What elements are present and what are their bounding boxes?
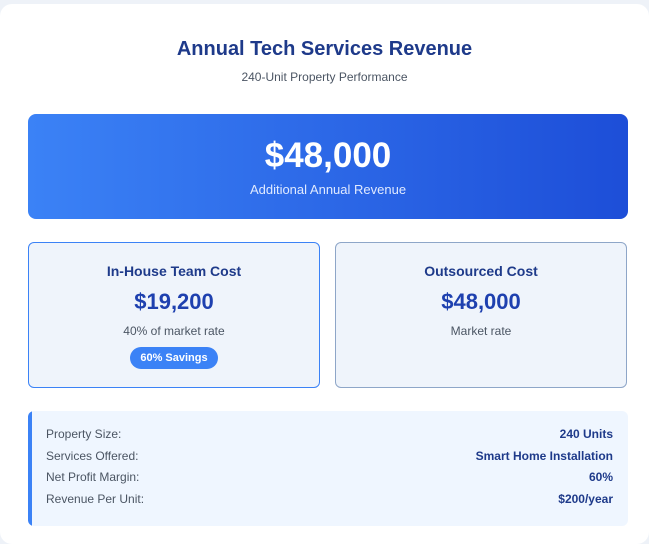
detail-row-services-offered: Services Offered: Smart Home Installatio… (46, 449, 613, 465)
detail-row-property-size: Property Size: 240 Units (46, 427, 613, 443)
detail-row-revenue-per-unit: Revenue Per Unit: $200/year (46, 492, 613, 508)
in-house-cost-panel: In-House Team Cost $19,200 40% of market… (28, 242, 320, 388)
in-house-cost-title: In-House Team Cost (106, 263, 242, 279)
revenue-highlight: $48,000 Additional Annual Revenue (28, 114, 628, 219)
detail-label: Net Profit Margin: (46, 470, 140, 484)
detail-label: Services Offered: (46, 449, 139, 463)
in-house-cost-amount: $19,200 (134, 289, 214, 314)
details-accent-bar (28, 411, 32, 526)
property-details-panel: Property Size: 240 Units Services Offere… (28, 411, 628, 526)
in-house-cost-note: 40% of market rate (123, 324, 225, 338)
revenue-card: Annual Tech Services Revenue 240-Unit Pr… (0, 4, 649, 544)
detail-label: Revenue Per Unit: (46, 492, 145, 506)
detail-value: $200/year (558, 492, 613, 506)
revenue-label: Additional Annual Revenue (249, 182, 407, 197)
page-title: Annual Tech Services Revenue (176, 38, 473, 60)
detail-value: 60% (588, 470, 613, 484)
page-subtitle: 240-Unit Property Performance (241, 70, 408, 84)
outsourced-cost-panel: Outsourced Cost $48,000 Market rate (335, 242, 627, 388)
detail-row-net-profit-margin: Net Profit Margin: 60% (46, 470, 613, 486)
outsourced-cost-amount: $48,000 (441, 289, 521, 314)
savings-badge: 60% Savings (130, 347, 218, 369)
detail-value: 240 Units (559, 427, 613, 441)
detail-label: Property Size: (46, 427, 122, 441)
outsourced-cost-title: Outsourced Cost (424, 263, 538, 279)
revenue-amount: $48,000 (264, 136, 392, 175)
outsourced-cost-note: Market rate (450, 324, 512, 338)
detail-value: Smart Home Installation (475, 449, 613, 463)
